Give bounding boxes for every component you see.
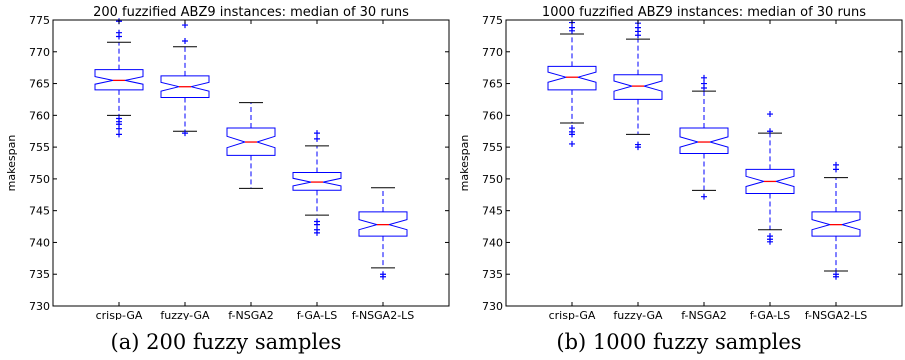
outlier-point — [767, 111, 773, 118]
y-axis-label: makespan — [458, 135, 471, 192]
y-tick-label: 765 — [482, 78, 503, 91]
y-tick-label: 745 — [482, 205, 503, 218]
box-f-GA-LS — [745, 111, 795, 245]
box-f-NSGA2-LS — [358, 187, 408, 280]
outlier-point — [569, 131, 575, 138]
y-axis-label: makespan — [5, 135, 18, 192]
x-tick-label: f-NSGA2-LS — [352, 309, 415, 320]
box — [160, 75, 210, 98]
y-tick-label: 740 — [29, 236, 50, 249]
y-tick-label: 745 — [29, 205, 50, 218]
box — [547, 65, 597, 91]
box — [94, 69, 144, 91]
y-tick-label: 735 — [482, 268, 503, 281]
y-tick-label: 765 — [29, 78, 50, 91]
y-tick-label: 775 — [482, 14, 503, 27]
outlier-point — [701, 80, 707, 87]
outlier-point — [767, 238, 773, 245]
box-f-GA-LS — [292, 130, 342, 236]
outlier-point — [116, 131, 122, 138]
y-tick-label: 775 — [29, 14, 50, 27]
y-tick-label: 770 — [29, 46, 50, 59]
outlier-point — [314, 229, 320, 236]
box — [358, 211, 408, 237]
y-tick-label: 760 — [482, 109, 503, 122]
outlier-point — [116, 125, 122, 132]
outlier-point — [833, 161, 839, 168]
outlier-point — [314, 135, 320, 142]
x-tick-label: f-GA-LS — [750, 309, 791, 320]
x-tick-label: f-NSGA2 — [228, 309, 274, 320]
plot-frame — [505, 19, 903, 307]
x-tick-label: fuzzy-GA — [160, 309, 210, 320]
box-f-NSGA2 — [226, 102, 276, 189]
outlier-point — [767, 128, 773, 135]
outlier-point — [569, 140, 575, 147]
y-tick-label: 760 — [29, 109, 50, 122]
box — [745, 168, 795, 194]
x-tick-label: f-NSGA2-LS — [805, 309, 868, 320]
y-tick-label: 730 — [29, 300, 50, 313]
outlier-point — [314, 130, 320, 137]
y-tick-label: 755 — [482, 141, 503, 154]
box-crisp-GA — [94, 18, 144, 138]
box-f-NSGA2-LS — [811, 161, 861, 280]
boxplot-chart-b: 1000 fuzzified ABZ9 instances: median of… — [458, 5, 903, 320]
box — [226, 127, 276, 156]
box-fuzzy-GA — [160, 22, 210, 137]
outlier-point — [182, 130, 188, 137]
box — [679, 127, 729, 154]
x-tick-label: fuzzy-GA — [613, 309, 663, 320]
chart-title: 200 fuzzified ABZ9 instances: median of … — [93, 5, 409, 20]
x-tick-label: f-NSGA2 — [681, 309, 727, 320]
x-tick-label: crisp-GA — [96, 309, 143, 320]
outlier-point — [569, 24, 575, 31]
y-tick-label: 750 — [29, 173, 50, 186]
box-crisp-GA — [547, 19, 597, 147]
chart-title: 1000 fuzzified ABZ9 instances: median of… — [542, 5, 866, 20]
y-tick-label: 740 — [482, 236, 503, 249]
caption-a: (a) 200 fuzzy samples — [110, 330, 342, 354]
y-tick-label: 770 — [482, 46, 503, 59]
x-tick-label: crisp-GA — [549, 309, 596, 320]
boxplot-chart-a: 200 fuzzified ABZ9 instances: median of … — [5, 5, 450, 320]
box-f-NSGA2 — [679, 74, 729, 200]
y-tick-label: 750 — [482, 173, 503, 186]
box — [811, 211, 861, 237]
box — [292, 172, 342, 191]
caption-b: (b) 1000 fuzzy samples — [556, 330, 802, 354]
outlier-point — [182, 37, 188, 44]
chart-panel-b: 1000 fuzzified ABZ9 instances: median of… — [453, 0, 905, 360]
outlier-point — [116, 29, 122, 36]
chart-panel-a: 200 fuzzified ABZ9 instances: median of … — [0, 0, 452, 360]
x-tick-label: f-GA-LS — [297, 309, 338, 320]
outlier-point — [701, 193, 707, 200]
y-tick-label: 735 — [29, 268, 50, 281]
outlier-point — [314, 221, 320, 228]
box — [613, 74, 663, 100]
y-tick-label: 755 — [29, 141, 50, 154]
outlier-point — [635, 144, 641, 151]
plot-frame — [52, 19, 450, 307]
outlier-point — [833, 273, 839, 280]
y-tick-label: 730 — [482, 300, 503, 313]
outlier-point — [701, 74, 707, 81]
outlier-point — [380, 273, 386, 280]
box-fuzzy-GA — [613, 20, 663, 151]
